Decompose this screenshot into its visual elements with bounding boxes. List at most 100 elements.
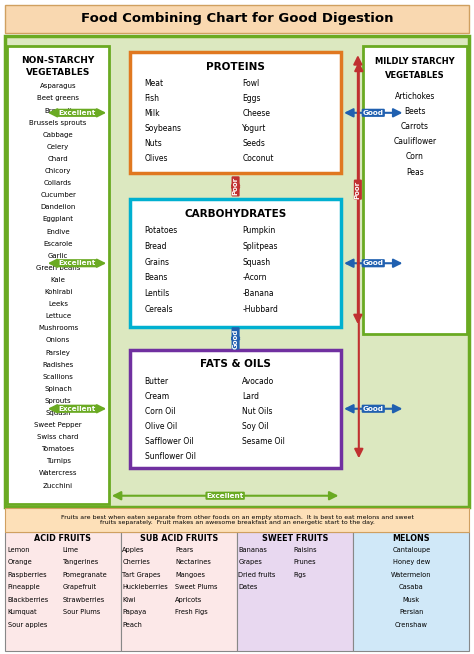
Text: Kohlrabi: Kohlrabi [44,289,72,295]
Text: Cucumber: Cucumber [40,192,76,198]
Text: Good: Good [363,260,384,266]
Text: Honey dew: Honey dew [393,559,430,566]
Text: Nut Oils: Nut Oils [242,407,273,416]
Text: Bread: Bread [145,242,167,251]
Text: Asparagus: Asparagus [40,83,76,90]
Text: Brussels sprouts: Brussels sprouts [29,120,87,126]
Text: Bananas: Bananas [238,547,267,553]
Text: Olives: Olives [145,154,168,164]
Text: Mangoes: Mangoes [175,572,205,578]
FancyBboxPatch shape [237,532,353,651]
Text: Papaya: Papaya [122,609,146,615]
Text: Beet greens: Beet greens [37,95,79,101]
Text: Pineapple: Pineapple [8,584,40,591]
Text: Excellent: Excellent [207,492,244,499]
Text: Kiwi: Kiwi [122,596,136,603]
Text: Cream: Cream [145,392,170,401]
Text: SUB ACID FRUITS: SUB ACID FRUITS [140,534,219,543]
Text: Casaba: Casaba [399,584,424,591]
Text: Sesame Oil: Sesame Oil [242,437,285,446]
Text: Zucchini: Zucchini [43,483,73,489]
Text: Tart Grapes: Tart Grapes [122,572,161,578]
Text: Cheese: Cheese [242,109,270,118]
Text: Avocado: Avocado [242,377,274,386]
Text: Milk: Milk [145,109,160,118]
Text: Huckleberries: Huckleberries [122,584,168,591]
Text: ACID FRUITS: ACID FRUITS [34,534,91,543]
Text: Cauliflower: Cauliflower [393,137,436,146]
Text: Cherries: Cherries [122,559,150,566]
Text: Strawberries: Strawberries [63,596,105,603]
Text: Lard: Lard [242,392,259,401]
Text: Good: Good [233,328,238,349]
Text: Raisins: Raisins [293,547,317,553]
Text: Parsley: Parsley [46,349,71,356]
Text: SWEET FRUITS: SWEET FRUITS [262,534,328,543]
Text: Olive Oil: Olive Oil [145,422,177,431]
Text: Dandelion: Dandelion [40,204,76,211]
FancyBboxPatch shape [5,36,469,507]
Text: Sour apples: Sour apples [8,621,47,628]
Text: Radishes: Radishes [43,362,73,368]
Text: MELONS: MELONS [392,534,430,543]
Text: Prunes: Prunes [293,559,316,566]
Text: Butter: Butter [145,377,169,386]
Text: Spinach: Spinach [44,386,72,392]
Text: Soybeans: Soybeans [145,124,182,133]
Text: Fowl: Fowl [242,79,259,88]
Text: Collards: Collards [44,180,72,186]
Text: Grapefruit: Grapefruit [63,584,97,591]
Text: Kale: Kale [51,277,65,283]
Text: Fresh Figs: Fresh Figs [175,609,208,615]
Text: Garlic: Garlic [48,252,68,259]
Text: Good: Good [363,405,384,412]
Text: Chard: Chard [48,156,68,162]
Text: Seeds: Seeds [242,139,265,148]
Text: Meat: Meat [145,79,164,88]
Text: Fruits are best when eaten separate from other foods on an empty stomach.  It is: Fruits are best when eaten separate from… [61,515,413,525]
Text: Soy Oil: Soy Oil [242,422,269,431]
Text: Artichokes: Artichokes [394,92,435,101]
Text: Beans: Beans [145,273,168,283]
Text: Sour Plums: Sour Plums [63,609,100,615]
Text: Raspberries: Raspberries [8,572,47,578]
Text: Fish: Fish [145,94,160,103]
Text: Yogurt: Yogurt [242,124,266,133]
Text: Chicory: Chicory [45,168,71,174]
Text: Poor: Poor [355,181,361,199]
Text: Food Combining Chart for Good Digestion: Food Combining Chart for Good Digestion [81,12,393,26]
Text: Sweet Pepper: Sweet Pepper [34,422,82,428]
Text: Leeks: Leeks [48,301,68,307]
Text: Sweet Plums: Sweet Plums [175,584,218,591]
Text: Dried fruits: Dried fruits [238,572,276,578]
Text: Excellent: Excellent [58,260,96,266]
Text: NON-STARCHY: NON-STARCHY [21,56,95,65]
Text: Splitpeas: Splitpeas [242,242,278,251]
Text: Eggs: Eggs [242,94,261,103]
Text: Excellent: Excellent [58,110,96,116]
Text: Lime: Lime [63,547,79,553]
Text: Onions: Onions [46,337,70,343]
FancyBboxPatch shape [5,532,121,651]
Text: VEGETABLES: VEGETABLES [385,71,445,80]
Text: Kumquat: Kumquat [8,609,37,615]
Text: Broccoli: Broccoli [44,107,72,114]
Text: Potatoes: Potatoes [145,226,178,235]
Text: Apples: Apples [122,547,145,553]
FancyBboxPatch shape [5,508,469,532]
Text: Safflower Oil: Safflower Oil [145,437,193,446]
FancyBboxPatch shape [130,199,341,327]
Text: Apricots: Apricots [175,596,202,603]
Text: Carrots: Carrots [401,122,429,131]
Text: Watermelon: Watermelon [391,572,432,578]
Text: MILDLY STARCHY: MILDLY STARCHY [375,57,455,66]
Text: VEGETABLES: VEGETABLES [26,68,90,77]
Text: Cabbage: Cabbage [43,131,73,138]
Text: Lemon: Lemon [8,547,30,553]
Text: Grapes: Grapes [238,559,262,566]
Text: PROTEINS: PROTEINS [206,61,265,72]
Text: Lentils: Lentils [145,289,170,298]
Text: Corn Oil: Corn Oil [145,407,175,416]
Text: Scallions: Scallions [43,373,73,380]
Text: Sunflower Oil: Sunflower Oil [145,452,196,461]
